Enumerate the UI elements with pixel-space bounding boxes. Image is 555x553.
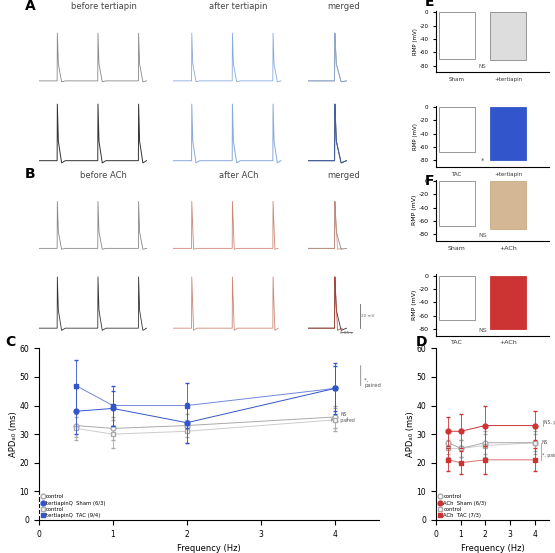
X-axis label: Frequency (Hz): Frequency (Hz) [461, 544, 524, 553]
Title: after ACh: after ACh [219, 171, 258, 180]
Title: merged: merged [327, 171, 360, 180]
Legend: control, tertiapinQ  Sham (6/3), control, tertiapinQ  TAC (9/4): control, tertiapinQ Sham (6/3), control,… [41, 494, 106, 518]
Text: C: C [5, 335, 15, 349]
Text: *, paired: *, paired [542, 453, 555, 458]
Y-axis label: RMP (mV): RMP (mV) [412, 290, 417, 320]
Y-axis label: Sham: Sham [8, 206, 17, 229]
Text: 0.05 s: 0.05 s [340, 331, 353, 335]
Legend: control, ACh  Sham (6/3), control, ACh  TAC (7/3): control, ACh Sham (6/3), control, ACh TA… [437, 494, 487, 518]
Bar [490, 181, 526, 229]
Y-axis label: APDₐ₀ (ms): APDₐ₀ (ms) [9, 411, 18, 457]
Text: NS: NS [478, 233, 487, 238]
Bar [438, 276, 475, 320]
Y-axis label: RMP (mV): RMP (mV) [413, 28, 418, 55]
Title: before ACh: before ACh [80, 171, 127, 180]
Bar [438, 12, 475, 59]
Y-axis label: Sham: Sham [8, 37, 17, 61]
Bar [490, 107, 526, 160]
Y-axis label: RMP (mV): RMP (mV) [412, 195, 417, 226]
Text: NS, paired: NS, paired [544, 420, 555, 425]
Bar [490, 276, 526, 329]
Bar [490, 12, 526, 60]
Text: NS: NS [478, 327, 487, 332]
Text: *: * [481, 158, 484, 164]
Bar [438, 107, 475, 152]
X-axis label: Frequency (Hz): Frequency (Hz) [177, 544, 241, 553]
Text: 20 mV: 20 mV [361, 314, 375, 318]
Text: *, 
paired: *, paired [365, 377, 381, 388]
Y-axis label: APDₐ₀ (ms): APDₐ₀ (ms) [406, 411, 415, 457]
Y-axis label: RMP (mV): RMP (mV) [413, 123, 418, 150]
Text: D: D [416, 335, 427, 349]
Bar [438, 181, 475, 226]
Text: NS, paired: NS, paired [331, 419, 355, 424]
Text: NS: NS [340, 412, 346, 417]
Text: B: B [25, 167, 36, 181]
Text: NS: NS [542, 440, 548, 445]
Text: F: F [425, 174, 434, 187]
Title: merged: merged [327, 2, 360, 11]
Title: before tertiapin: before tertiapin [71, 2, 137, 11]
Text: NS: NS [478, 64, 486, 69]
Title: after tertiapin: after tertiapin [209, 2, 268, 11]
Text: A: A [25, 0, 36, 13]
Text: E: E [425, 0, 434, 9]
